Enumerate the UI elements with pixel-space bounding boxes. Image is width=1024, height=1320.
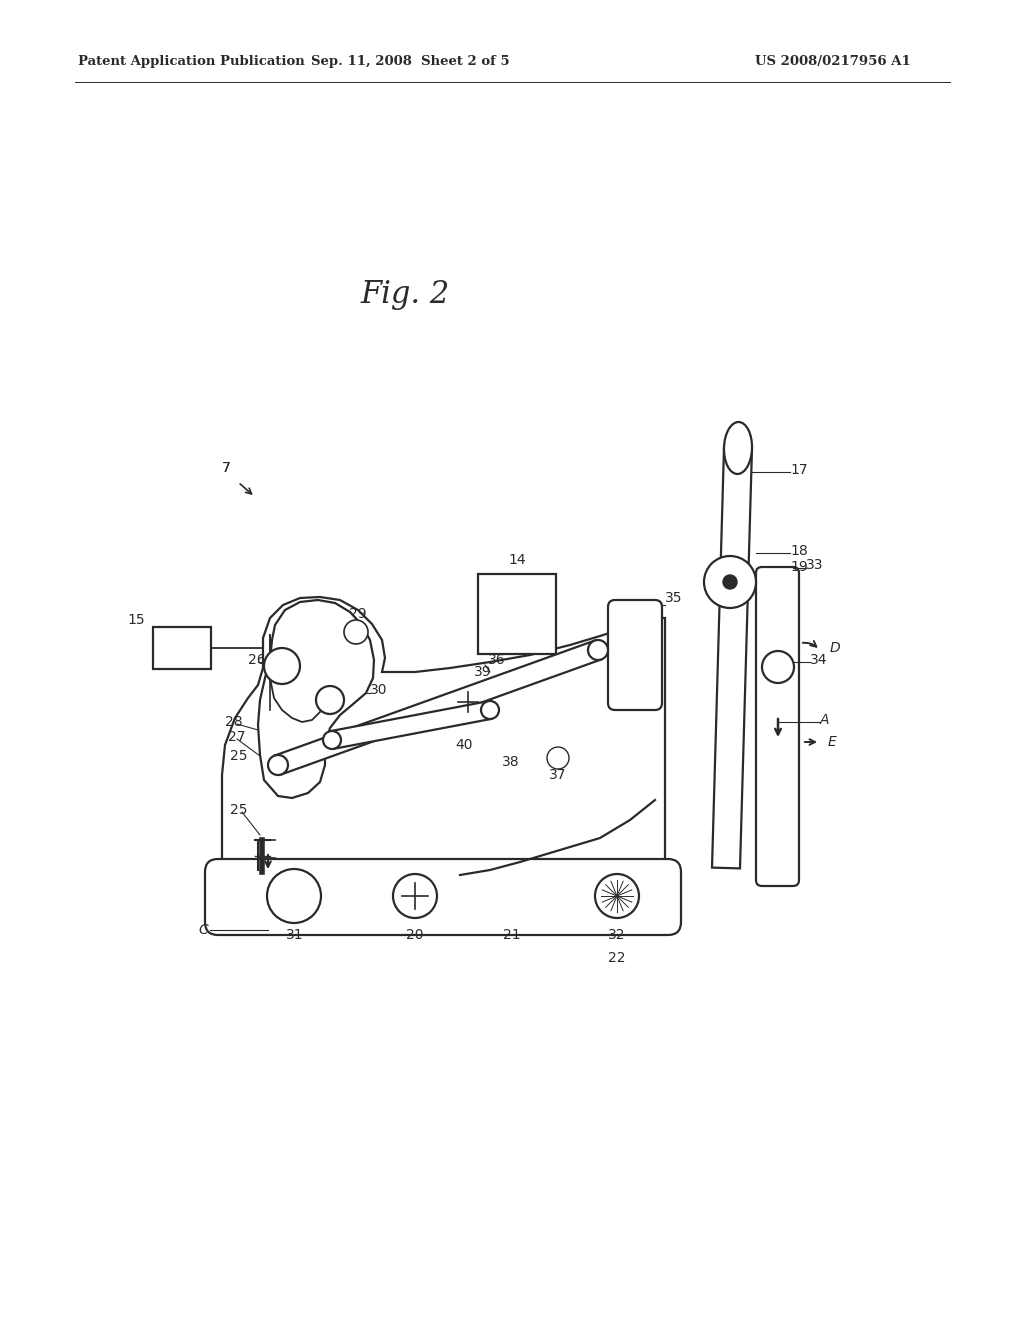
Text: 19: 19: [790, 560, 808, 574]
FancyBboxPatch shape: [756, 568, 799, 886]
Text: 28: 28: [225, 715, 243, 729]
Text: 20: 20: [407, 928, 424, 942]
Text: US 2008/0217956 A1: US 2008/0217956 A1: [755, 55, 910, 69]
Text: 30: 30: [370, 682, 387, 697]
Circle shape: [267, 869, 321, 923]
Circle shape: [705, 556, 756, 609]
Text: Sep. 11, 2008  Sheet 2 of 5: Sep. 11, 2008 Sheet 2 of 5: [310, 55, 509, 69]
Text: 17: 17: [790, 463, 808, 477]
Text: 27: 27: [228, 730, 246, 744]
Text: 37: 37: [549, 768, 566, 781]
Text: A: A: [820, 713, 829, 727]
Polygon shape: [712, 447, 752, 869]
Circle shape: [762, 651, 794, 682]
Circle shape: [316, 686, 344, 714]
Text: 36: 36: [488, 653, 506, 667]
Text: 32: 32: [608, 928, 626, 942]
Polygon shape: [222, 597, 665, 880]
Circle shape: [264, 648, 300, 684]
Text: 29: 29: [349, 607, 367, 620]
Circle shape: [268, 755, 288, 775]
Bar: [478, 574, 556, 653]
Text: 15: 15: [127, 612, 145, 627]
Circle shape: [595, 874, 639, 917]
Text: 18: 18: [790, 544, 808, 558]
Text: Patent Application Publication: Patent Application Publication: [78, 55, 305, 69]
Text: 40: 40: [455, 738, 472, 752]
Text: 38: 38: [502, 755, 519, 770]
Text: 25: 25: [230, 748, 248, 763]
Ellipse shape: [724, 422, 752, 474]
Text: 31: 31: [286, 928, 304, 942]
FancyBboxPatch shape: [205, 859, 681, 935]
Text: 25: 25: [230, 803, 248, 817]
Text: 35: 35: [665, 591, 683, 605]
Circle shape: [344, 620, 368, 644]
Circle shape: [393, 874, 437, 917]
Text: D: D: [830, 642, 841, 655]
Text: 22: 22: [608, 950, 626, 965]
Circle shape: [481, 701, 499, 719]
FancyBboxPatch shape: [608, 601, 662, 710]
Text: 34: 34: [810, 653, 827, 667]
Polygon shape: [258, 601, 374, 799]
Circle shape: [588, 640, 608, 660]
Circle shape: [323, 731, 341, 748]
Text: C: C: [198, 923, 208, 937]
Text: E: E: [828, 735, 837, 748]
Text: 21: 21: [503, 928, 521, 942]
Text: 14: 14: [508, 553, 525, 568]
Bar: [153, 627, 211, 669]
Text: 7: 7: [222, 461, 230, 475]
Text: 39: 39: [474, 665, 492, 678]
Text: 33: 33: [806, 558, 823, 572]
Text: 7: 7: [222, 461, 230, 475]
Polygon shape: [274, 640, 601, 775]
Polygon shape: [331, 701, 492, 748]
Text: 26: 26: [248, 653, 265, 667]
Circle shape: [547, 747, 569, 770]
Text: Fig. 2: Fig. 2: [360, 280, 450, 310]
Circle shape: [723, 576, 737, 589]
